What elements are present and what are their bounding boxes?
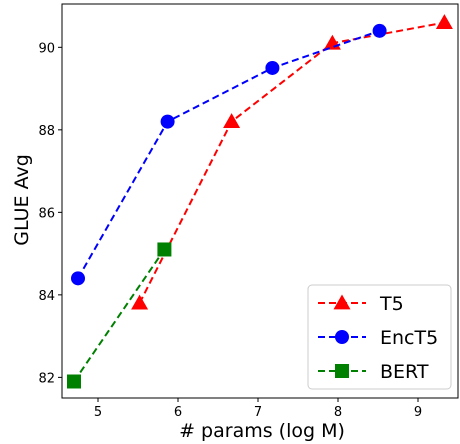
data-point-enct5-1	[71, 271, 85, 286]
data-point-t5-3	[323, 34, 341, 50]
data-point-t5-1	[131, 294, 149, 310]
plot-frame	[61, 3, 459, 399]
y-axis-label: GLUE Avg	[11, 154, 33, 246]
data-point-t5-4	[435, 14, 453, 29]
x-tick-label: 7	[254, 405, 262, 420]
y-tick-label: 84	[38, 289, 55, 304]
series-line-t5	[138, 21, 445, 304]
axes: 5 6 7 8 9 82 84 86 88 90	[38, 3, 459, 420]
series-line-enct5	[77, 29, 380, 279]
data-point-enct5-4	[372, 23, 387, 38]
x-tick-label: 6	[174, 405, 182, 420]
legend: T5 EncT5 BERT	[307, 284, 452, 390]
y-tick-label: 86	[38, 206, 55, 221]
series-line-bert	[73, 248, 166, 383]
data-point-bert-2	[157, 242, 172, 257]
x-tick-label: 5	[94, 405, 102, 420]
legend-label-bert: BERT	[380, 361, 429, 383]
legend-label-t5: T5	[379, 293, 404, 315]
x-axis-label: # params (log M)	[179, 420, 345, 442]
x-tick-label: 9	[414, 405, 422, 420]
legend-label-enct5: EncT5	[380, 327, 438, 349]
plot-area	[67, 14, 453, 389]
data-point-bert-1	[67, 374, 81, 389]
data-point-t5-2	[223, 113, 241, 128]
x-tick-label: 8	[334, 405, 342, 420]
data-point-enct5-3	[265, 60, 280, 75]
legend-box	[307, 284, 452, 390]
y-tick-label: 90	[38, 41, 55, 56]
legend-marker-enct5	[335, 330, 349, 344]
y-tick-label: 82	[38, 371, 55, 386]
legend-marker-bert	[335, 364, 349, 378]
legend-marker-t5	[333, 294, 351, 310]
data-point-enct5-2	[160, 114, 175, 129]
y-tick-label: 88	[38, 124, 55, 139]
